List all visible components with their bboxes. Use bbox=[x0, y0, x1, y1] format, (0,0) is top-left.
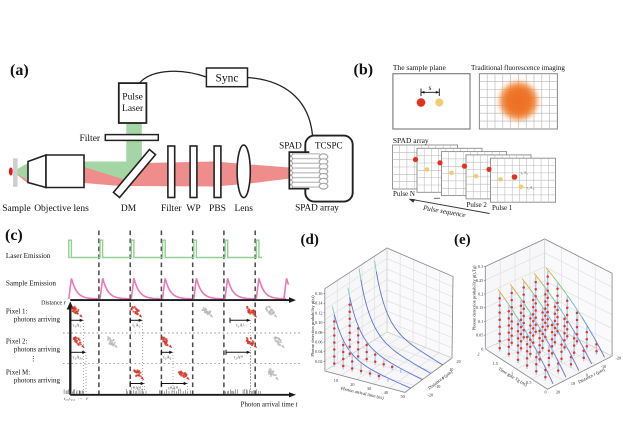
svg-text:τ₁A₂: τ₁A₂ bbox=[132, 322, 141, 327]
svg-text:τ₂Aᴹ: τ₂Aᴹ bbox=[234, 354, 244, 359]
svg-text:τ₂A₂: τ₂A₂ bbox=[163, 354, 172, 359]
svg-text:τ₁A₁: τ₁A₁ bbox=[521, 170, 529, 175]
svg-text:0.1: 0.1 bbox=[478, 319, 483, 324]
svg-text:Sample: Sample bbox=[2, 204, 31, 214]
svg-text:10: 10 bbox=[449, 367, 453, 372]
svg-text:Lens: Lens bbox=[234, 204, 253, 214]
svg-text:photons arriving: photons arriving bbox=[14, 377, 61, 385]
svg-text:Objective lens: Objective lens bbox=[34, 204, 89, 214]
svg-text:0.16: 0.16 bbox=[315, 291, 322, 296]
svg-text:1: 1 bbox=[511, 371, 513, 376]
svg-text:0.04: 0.04 bbox=[315, 349, 323, 354]
svg-text:photons arriving: photons arriving bbox=[14, 316, 61, 324]
svg-text:0.08: 0.08 bbox=[315, 330, 322, 335]
svg-text:tᶜ: tᶜ bbox=[86, 396, 89, 401]
svg-text:⋮: ⋮ bbox=[30, 355, 37, 363]
svg-text:Filter: Filter bbox=[80, 134, 101, 144]
svg-text:...: ... bbox=[434, 192, 440, 201]
svg-text:⋯: ⋯ bbox=[78, 396, 82, 401]
svg-text:Filter: Filter bbox=[161, 204, 182, 214]
svg-text:0: 0 bbox=[442, 376, 444, 381]
svg-text:Distance r: Distance r bbox=[41, 301, 67, 307]
svg-text:Pulse 1: Pulse 1 bbox=[492, 204, 513, 212]
svg-text:Sample Emission: Sample Emission bbox=[6, 280, 57, 288]
svg-text:Pixel M:: Pixel M: bbox=[6, 369, 30, 377]
svg-text:Photon detection probability p: Photon detection probability p(r,Tg) bbox=[472, 265, 478, 331]
svg-text:-20: -20 bbox=[616, 356, 622, 361]
svg-text:30: 30 bbox=[367, 386, 371, 391]
svg-text:Traditional fluorescence imagi: Traditional fluorescence imaging bbox=[471, 64, 565, 72]
svg-text:Photon detection probability p: Photon detection probability p(r,t) bbox=[310, 295, 316, 357]
svg-text:τ₂A₂,₁: τ₂A₂,₁ bbox=[73, 354, 85, 360]
svg-text:0: 0 bbox=[544, 390, 546, 395]
svg-text:1.5: 1.5 bbox=[493, 361, 498, 366]
svg-text:10: 10 bbox=[571, 381, 575, 386]
svg-text:0.25: 0.25 bbox=[476, 278, 483, 283]
svg-text:τᴹAᴹ,₂: τᴹAᴹ,₂ bbox=[168, 386, 181, 392]
svg-text:(a): (a) bbox=[10, 62, 29, 79]
svg-text:The sample plane: The sample plane bbox=[393, 63, 447, 72]
svg-text:SPAD: SPAD bbox=[279, 141, 302, 151]
svg-text:-10: -10 bbox=[601, 364, 607, 369]
svg-text:Pixel 1:: Pixel 1: bbox=[6, 308, 28, 316]
svg-text:Pixel 2:: Pixel 2: bbox=[6, 338, 28, 346]
svg-text:10: 10 bbox=[334, 378, 338, 383]
svg-text:Laser: Laser bbox=[122, 104, 144, 114]
svg-text:τ₂A₂: τ₂A₂ bbox=[527, 185, 535, 190]
svg-text:0: 0 bbox=[586, 373, 588, 378]
svg-text:(b): (b) bbox=[354, 62, 374, 79]
svg-text:τ₁A₁: τ₁A₁ bbox=[73, 322, 82, 327]
svg-text:Photon arrival time t: Photon arrival time t bbox=[241, 402, 299, 409]
svg-text:DM: DM bbox=[121, 204, 137, 214]
svg-text:0: 0 bbox=[481, 346, 483, 351]
svg-text:TCSPC: TCSPC bbox=[315, 141, 343, 151]
svg-text:0.12: 0.12 bbox=[315, 310, 322, 315]
svg-text:40: 40 bbox=[384, 390, 388, 395]
svg-text:photons arriving: photons arriving bbox=[14, 346, 61, 354]
svg-text:20: 20 bbox=[457, 359, 461, 364]
svg-text:-20: -20 bbox=[428, 393, 434, 398]
svg-text:Pulse 2: Pulse 2 bbox=[467, 201, 488, 209]
svg-text:2: 2 bbox=[477, 352, 479, 357]
svg-text:50: 50 bbox=[401, 394, 405, 399]
svg-text:(c): (c) bbox=[5, 227, 23, 244]
svg-text:0.3: 0.3 bbox=[478, 264, 483, 269]
svg-text:SPAD array: SPAD array bbox=[393, 136, 429, 145]
svg-text:20: 20 bbox=[350, 382, 354, 387]
svg-text:0.02: 0.02 bbox=[315, 359, 322, 364]
svg-text:SPAD array: SPAD array bbox=[295, 203, 339, 213]
svg-text:-10: -10 bbox=[435, 384, 441, 389]
svg-text:τ₁Aᴸ: τ₁Aᴸ bbox=[236, 322, 245, 327]
svg-text:0.14: 0.14 bbox=[315, 301, 323, 306]
svg-text:20: 20 bbox=[556, 390, 560, 395]
svg-text:Pulse: Pulse bbox=[122, 93, 143, 103]
svg-text:Sync: Sync bbox=[216, 73, 239, 85]
svg-text:(d): (d) bbox=[301, 232, 319, 248]
svg-text:0.06: 0.06 bbox=[315, 340, 322, 345]
svg-text:PBS: PBS bbox=[209, 204, 226, 214]
svg-text:Pulse N: Pulse N bbox=[393, 190, 415, 198]
svg-text:τᴹAᴹ,₁: τᴹAᴹ,₁ bbox=[131, 386, 144, 392]
svg-text:t₁,₁t₁,₂: t₁,₁t₁,₂ bbox=[64, 396, 75, 402]
svg-text:0.2: 0.2 bbox=[478, 292, 483, 297]
svg-text:Laser Emission: Laser Emission bbox=[6, 252, 51, 260]
svg-text:0.15: 0.15 bbox=[476, 305, 483, 310]
svg-text:(e): (e) bbox=[454, 232, 471, 248]
svg-text:s: s bbox=[429, 83, 432, 92]
svg-text:0.05: 0.05 bbox=[476, 333, 483, 338]
svg-text:0.10: 0.10 bbox=[315, 320, 322, 325]
svg-text:0.5: 0.5 bbox=[526, 380, 531, 385]
svg-text:WP: WP bbox=[186, 204, 200, 214]
